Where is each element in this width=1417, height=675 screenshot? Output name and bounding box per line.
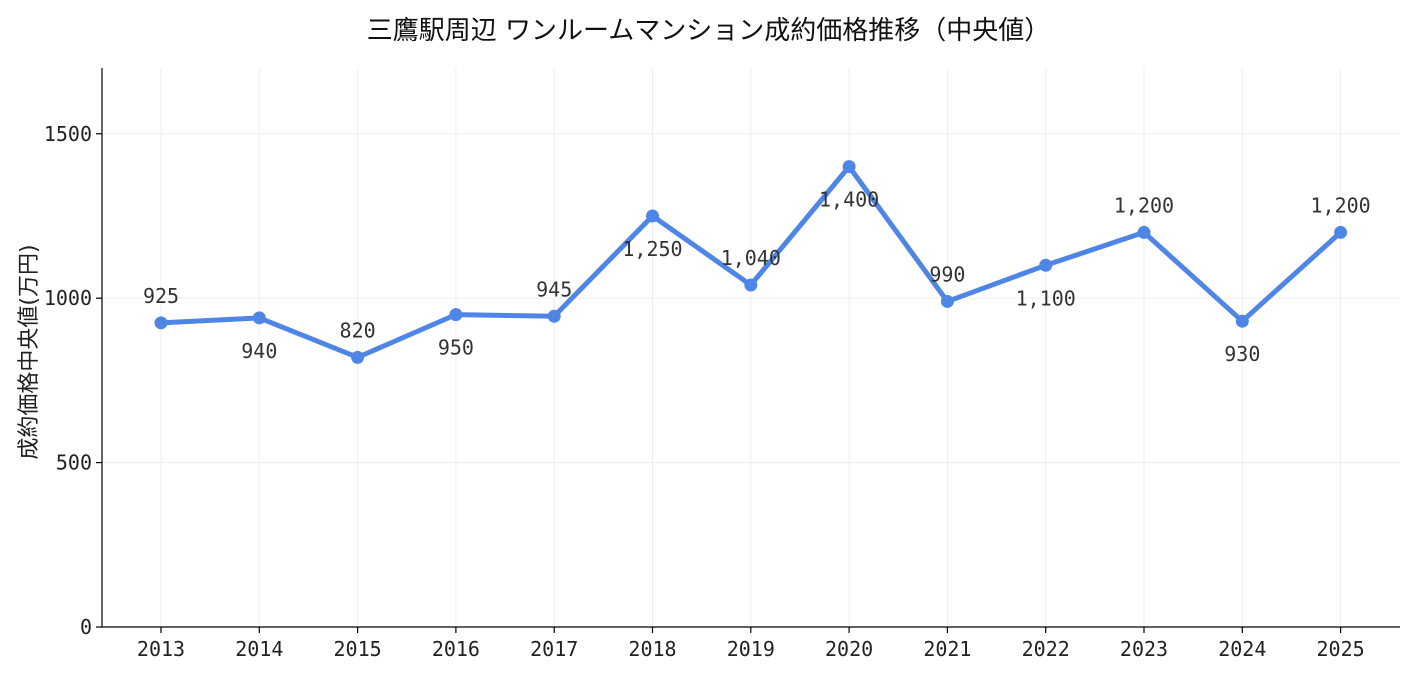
data-point	[547, 309, 561, 323]
data-label: 1,040	[721, 246, 781, 270]
data-label: 940	[241, 339, 277, 363]
chart-title: 三鷹駅周辺 ワンルームマンション成約価格推移（中央値）	[366, 16, 1051, 46]
data-label: 990	[929, 262, 965, 286]
data-label: 925	[143, 284, 179, 308]
data-point	[154, 316, 168, 330]
x-tick-label: 2016	[432, 637, 480, 661]
x-tick-label: 2018	[628, 637, 676, 661]
data-point	[1137, 225, 1151, 239]
data-label: 950	[438, 336, 474, 360]
x-tick-label: 2017	[530, 637, 578, 661]
data-label: 820	[340, 318, 376, 342]
data-point	[940, 294, 954, 308]
data-point	[252, 311, 266, 325]
x-tick-label: 2020	[825, 637, 873, 661]
grid-lines	[102, 68, 1400, 627]
ticks: 0 500 1000 1500 2013 2014 2015 2016 2017 2018 2019…	[44, 122, 1365, 661]
x-tick-label: 2022	[1022, 637, 1070, 661]
data-labels: 925 940 820 950 945 1,250 1,040 1,400 990 1,100 1,…	[143, 188, 1371, 367]
y-axis-label: 成約価格中央値(万円)	[17, 244, 42, 459]
series	[154, 160, 1348, 364]
data-label: 930	[1224, 342, 1260, 366]
y-tick-label: 1000	[44, 286, 92, 310]
data-point	[351, 350, 365, 364]
x-tick-label: 2019	[727, 637, 775, 661]
data-point	[646, 209, 659, 223]
y-tick-label: 1500	[44, 122, 92, 146]
data-point	[1235, 314, 1249, 328]
data-point	[1039, 258, 1053, 272]
x-tick-label: 2014	[235, 637, 283, 661]
data-point	[449, 308, 463, 322]
y-tick-label: 0	[80, 615, 92, 639]
x-tick-label: 2024	[1218, 637, 1266, 661]
x-tick-label: 2015	[334, 637, 382, 661]
data-label: 1,200	[1310, 193, 1370, 217]
data-point	[744, 278, 758, 292]
data-label: 1,250	[622, 237, 682, 261]
data-label: 1,100	[1016, 286, 1076, 310]
x-tick-label: 2025	[1317, 637, 1365, 661]
data-label: 1,400	[819, 188, 879, 212]
x-tick-label: 2021	[923, 637, 971, 661]
data-point	[842, 160, 856, 174]
data-point	[1334, 225, 1348, 239]
y-tick-label: 500	[56, 451, 92, 475]
x-tick-label: 2023	[1120, 637, 1168, 661]
data-label: 1,200	[1114, 193, 1174, 217]
data-label: 945	[536, 277, 572, 301]
x-tick-label: 2013	[137, 637, 185, 661]
